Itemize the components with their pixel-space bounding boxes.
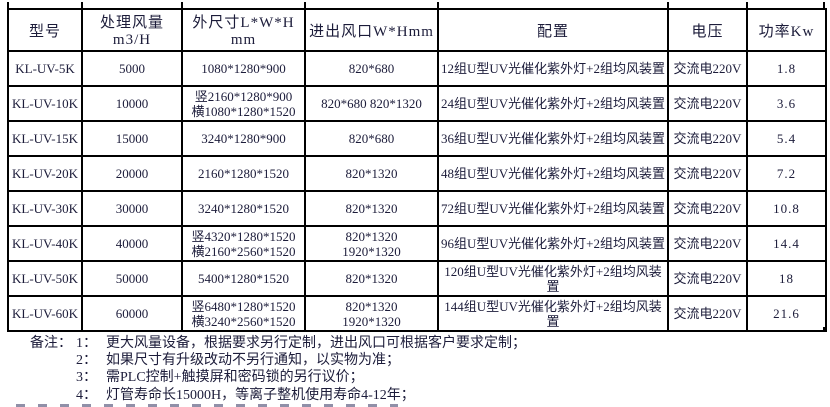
note-item: 3： 需PLC控制+触摸屏和密码锁的另行议价； [76,369,526,386]
cell-size: 5400*1280*1520 [181,260,306,297]
header-power: 功率Kw [746,8,827,52]
cell-voltage: 交流电220V [667,120,748,157]
header-model: 型号 [7,8,83,52]
header-airflow: 处理风量 m3/H [81,8,183,52]
notes-block: 备注： 1： 更大风量设备，根据要求另行定制，进出风口可根据客户要求定制； 2：… [30,335,526,404]
scan-tick [746,2,748,9]
cell-power: 18 [746,260,827,297]
cell-model: KL-UV-20K [7,155,83,192]
scan-tick [81,2,83,9]
scan-tick [667,2,669,9]
cell-power: 1.8 [746,50,827,87]
clipped-text-fragments [16,404,398,407]
note-number: 1： [76,336,97,351]
cell-config: 72组U型UV光催化紫外灯+2组均风装置 [437,190,669,227]
cell-power: 21.6 [746,295,827,332]
cell-power: 5.4 [746,120,827,157]
note-number: 2： [76,353,97,369]
note-text: 如果尺寸有升级改动不另行通知，以实物为准； [106,353,400,369]
cell-ports: 820*1320 [304,260,439,297]
cell-airflow: 30000 [81,190,183,227]
cell-size: 2160*1280*1520 [181,155,306,192]
cell-voltage: 交流电220V [667,260,748,297]
note-text: 更大风量设备，根据要求另行定制，进出风口可根据客户要求定制； [106,336,526,351]
note-item: 2： 如果尺寸有升级改动不另行通知，以实物为准； [76,352,526,369]
scan-tick [304,2,306,9]
cell-model: KL-UV-50K [7,260,83,297]
cell-voltage: 交流电220V [667,225,748,262]
cell-voltage: 交流电220V [667,50,748,87]
table-row: KL-UV-30K 30000 3240*1280*1520 820*1320 … [7,190,827,227]
cell-config: 48组U型UV光催化紫外灯+2组均风装置 [437,155,669,192]
notes-label: 备注： [30,336,72,351]
cell-voltage: 交流电220V [667,155,748,192]
note-number: 4： [76,387,97,403]
cell-size: 竖2160*1280*900 横1080*1280*1520 [181,85,306,122]
table-row: KL-UV-15K 15000 3240*1280*900 820*680 36… [7,120,827,157]
note-text: 需PLC控制+触摸屏和密码锁的另行议价； [106,370,364,386]
cell-airflow: 50000 [81,260,183,297]
cell-size: 1080*1280*900 [181,50,306,87]
cell-ports: 820*680 [304,120,439,157]
table-row: KL-UV-20K 20000 2160*1280*1520 820*1320 … [7,155,827,192]
note-number: 3： [76,370,97,386]
cell-model: KL-UV-10K [7,85,83,122]
header-config: 配置 [437,8,669,52]
cell-voltage: 交流电220V [667,295,748,332]
cell-ports: 820*680 [304,50,439,87]
note-item: 1： 更大风量设备，根据要求另行定制，进出风口可根据客户要求定制； [76,335,526,352]
cell-ports: 820*1320 [304,155,439,192]
cell-voltage: 交流电220V [667,190,748,227]
cell-size: 3240*1280*900 [181,120,306,157]
cell-airflow: 5000 [81,50,183,87]
cell-power: 3.6 [746,85,827,122]
cell-airflow: 40000 [81,225,183,262]
cell-config: 24组U型UV光催化紫外灯+2组均风装置 [437,85,669,122]
cell-ports: 820*1320 1920*1320 [304,225,439,262]
cell-size: 竖4320*1280*1520 横2160*2560*1520 [181,225,306,262]
header-voltage: 电压 [667,8,748,52]
cell-ports: 820*1320 1920*1320 [304,295,439,332]
notes-list: 1： 更大风量设备，根据要求另行定制，进出风口可根据客户要求定制； 2： 如果尺… [76,335,526,404]
header-dimensions: 外尺寸L*W*H mm [181,8,306,52]
cell-model: KL-UV-30K [7,190,83,227]
cell-airflow: 20000 [81,155,183,192]
table-row: KL-UV-50K 50000 5400*1280*1520 820*1320 … [7,260,827,297]
note-text: 灯管寿命长15000H，等离子整机使用寿命4-12年； [106,387,415,403]
spec-table: 型号 处理风量 m3/H 外尺寸L*W*H mm 进出风口W*Hmm 配置 电压… [7,8,827,332]
scan-tick [437,2,439,9]
cell-ports: 820*680 820*1320 [304,85,439,122]
cell-airflow: 15000 [81,120,183,157]
scan-tick [823,2,825,9]
scan-tick [7,2,9,9]
cell-power: 10.8 [746,190,827,227]
table-row: KL-UV-10K 10000 竖2160*1280*900 横1080*128… [7,85,827,122]
cell-model: KL-UV-5K [7,50,83,87]
header-row: 型号 处理风量 m3/H 外尺寸L*W*H mm 进出风口W*Hmm 配置 电压… [7,8,827,52]
cell-config: 12组U型UV光催化紫外灯+2组均风装置 [437,50,669,87]
cell-model: KL-UV-60K [7,295,83,332]
cell-config: 144组U型UV光催化紫外灯+2组均风装置 [437,295,669,332]
cell-power: 7.2 [746,155,827,192]
header-ports: 进出风口W*Hmm [304,8,439,52]
cell-model: KL-UV-15K [7,120,83,157]
cell-model: KL-UV-40K [7,225,83,262]
scan-tick [181,2,183,9]
cell-voltage: 交流电220V [667,85,748,122]
cell-size: 竖6480*1280*1520 横3240*2560*1520 [181,295,306,332]
cell-config: 120组U型UV光催化紫外灯+2组均风装置 [437,260,669,297]
table-row: KL-UV-60K 60000 竖6480*1280*1520 横3240*25… [7,295,827,332]
table-row: KL-UV-5K 5000 1080*1280*900 820*680 12组U… [7,50,827,87]
cell-size: 3240*1280*1520 [181,190,306,227]
table-row: KL-UV-40K 40000 竖4320*1280*1520 横2160*25… [7,225,827,262]
cell-config: 96组U型UV光催化紫外灯+2组均风装置 [437,225,669,262]
cell-airflow: 60000 [81,295,183,332]
note-item: 4： 灯管寿命长15000H，等离子整机使用寿命4-12年； [76,387,526,404]
cell-power: 14.4 [746,225,827,262]
cell-ports: 820*1320 [304,190,439,227]
cell-airflow: 10000 [81,85,183,122]
cell-config: 36组U型UV光催化紫外灯+2组均风装置 [437,120,669,157]
